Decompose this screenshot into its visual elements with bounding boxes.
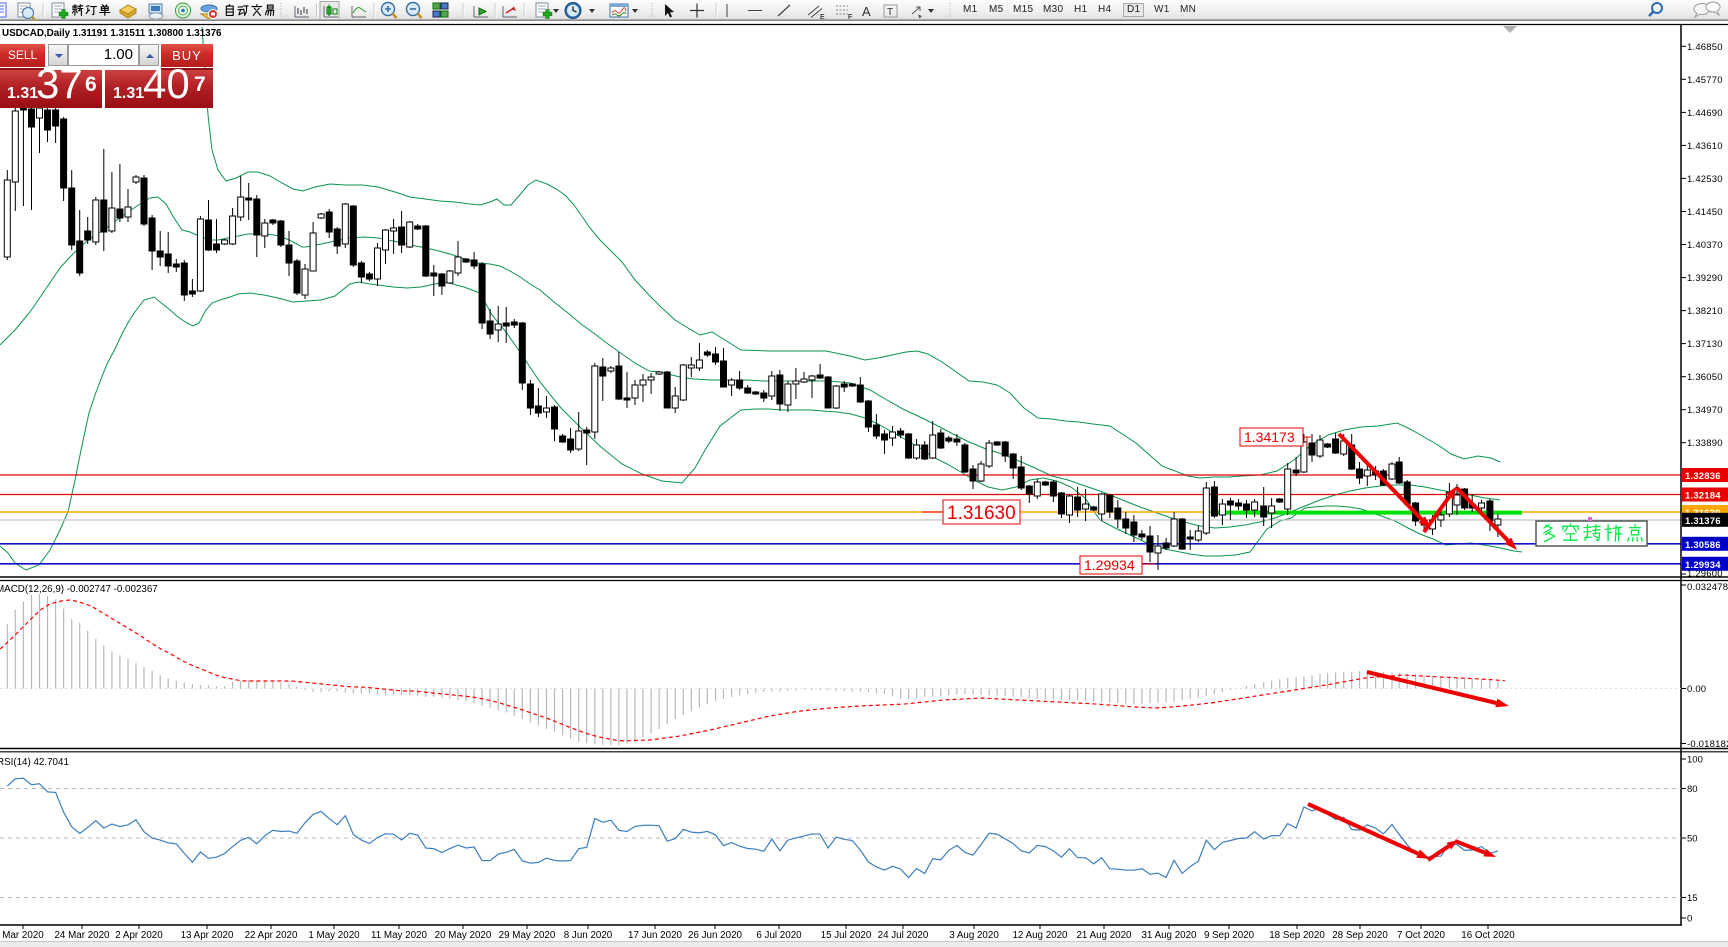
svg-text:20 May 2020: 20 May 2020 [435, 930, 492, 941]
svg-text:0: 0 [1687, 914, 1692, 925]
svg-text:1.43610: 1.43610 [1687, 141, 1723, 152]
svg-text:1.32184: 1.32184 [1685, 491, 1721, 502]
svg-text:80: 80 [1687, 784, 1698, 795]
svg-text:RSI(14) 42.7041: RSI(14) 42.7041 [0, 757, 69, 768]
svg-text:1 May 2020: 1 May 2020 [308, 930, 360, 941]
svg-text:A: A [862, 4, 871, 19]
svg-text:22 Apr 2020: 22 Apr 2020 [245, 930, 298, 941]
svg-text:1.39290: 1.39290 [1687, 273, 1723, 284]
svg-text:26 Jun 2020: 26 Jun 2020 [688, 930, 742, 941]
svg-text:28 Sep 2020: 28 Sep 2020 [1332, 930, 1388, 941]
svg-text:29 May 2020: 29 May 2020 [499, 930, 556, 941]
svg-text:31 Aug 2020: 31 Aug 2020 [1141, 930, 1197, 941]
svg-text:1.29934: 1.29934 [1084, 557, 1135, 573]
svg-text:1.40370: 1.40370 [1687, 240, 1723, 251]
svg-text:18 Sep 2020: 18 Sep 2020 [1269, 930, 1325, 941]
svg-text:1.29600: 1.29600 [1687, 569, 1723, 580]
svg-text:-0.018182: -0.018182 [1687, 739, 1728, 750]
svg-text:1.29934: 1.29934 [1685, 560, 1721, 571]
svg-text:1.46850: 1.46850 [1687, 42, 1723, 53]
svg-text:1.31376: 1.31376 [1685, 516, 1721, 527]
svg-text:1.34173: 1.34173 [1244, 429, 1295, 445]
svg-text:24 Mar 2020: 24 Mar 2020 [54, 930, 110, 941]
svg-text:13 Apr 2020: 13 Apr 2020 [181, 930, 234, 941]
svg-text:1.41450: 1.41450 [1687, 207, 1723, 218]
svg-text:1.36050: 1.36050 [1687, 372, 1723, 383]
svg-text:1.33890: 1.33890 [1687, 438, 1723, 449]
svg-text:8 Jun 2020: 8 Jun 2020 [564, 930, 613, 941]
svg-text:1.42530: 1.42530 [1687, 174, 1723, 185]
svg-text:21 Aug 2020: 21 Aug 2020 [1076, 930, 1132, 941]
svg-text:0.032478: 0.032478 [1687, 582, 1728, 593]
svg-text:12 Aug 2020: 12 Aug 2020 [1012, 930, 1068, 941]
svg-text:T: T [887, 7, 893, 18]
svg-text:2 Apr 2020: 2 Apr 2020 [115, 930, 163, 941]
svg-text:1.37130: 1.37130 [1687, 339, 1723, 350]
svg-text:1.31630: 1.31630 [947, 503, 1016, 524]
svg-text:1.38210: 1.38210 [1687, 306, 1723, 317]
svg-text:1.32836: 1.32836 [1685, 471, 1721, 482]
svg-text:15: 15 [1687, 893, 1698, 904]
svg-text:6 Jul 2020: 6 Jul 2020 [756, 930, 802, 941]
svg-text:1.30586: 1.30586 [1685, 540, 1721, 551]
svg-text:7 Oct 2020: 7 Oct 2020 [1397, 930, 1445, 941]
svg-text:1.44690: 1.44690 [1687, 108, 1723, 119]
svg-text:F: F [848, 14, 852, 21]
svg-text:16 Oct 2020: 16 Oct 2020 [1461, 930, 1515, 941]
svg-text:Mar 2020: Mar 2020 [2, 930, 44, 941]
svg-text:9 Sep 2020: 9 Sep 2020 [1204, 930, 1255, 941]
svg-text:USDCAD,Daily 1.31191 1.31511: USDCAD,Daily 1.31191 1.31511 1.30800 1.3… [2, 28, 222, 39]
svg-text:11 May 2020: 11 May 2020 [371, 930, 427, 941]
svg-text:1.34970: 1.34970 [1687, 405, 1723, 416]
svg-text:17 Jun 2020: 17 Jun 2020 [628, 930, 682, 941]
svg-text:MACD(12,26,9) -0.002747 -0.002: MACD(12,26,9) -0.002747 -0.002367 [0, 584, 158, 595]
svg-text:1.45770: 1.45770 [1687, 75, 1723, 86]
svg-text:15 Jul 2020: 15 Jul 2020 [821, 930, 872, 941]
svg-text:24 Jul 2020: 24 Jul 2020 [878, 930, 929, 941]
svg-text:50: 50 [1687, 834, 1698, 845]
svg-text:3 Aug 2020: 3 Aug 2020 [949, 930, 999, 941]
svg-text:100: 100 [1687, 755, 1703, 766]
svg-text:E: E [820, 14, 825, 21]
svg-text:0.00: 0.00 [1687, 684, 1706, 695]
